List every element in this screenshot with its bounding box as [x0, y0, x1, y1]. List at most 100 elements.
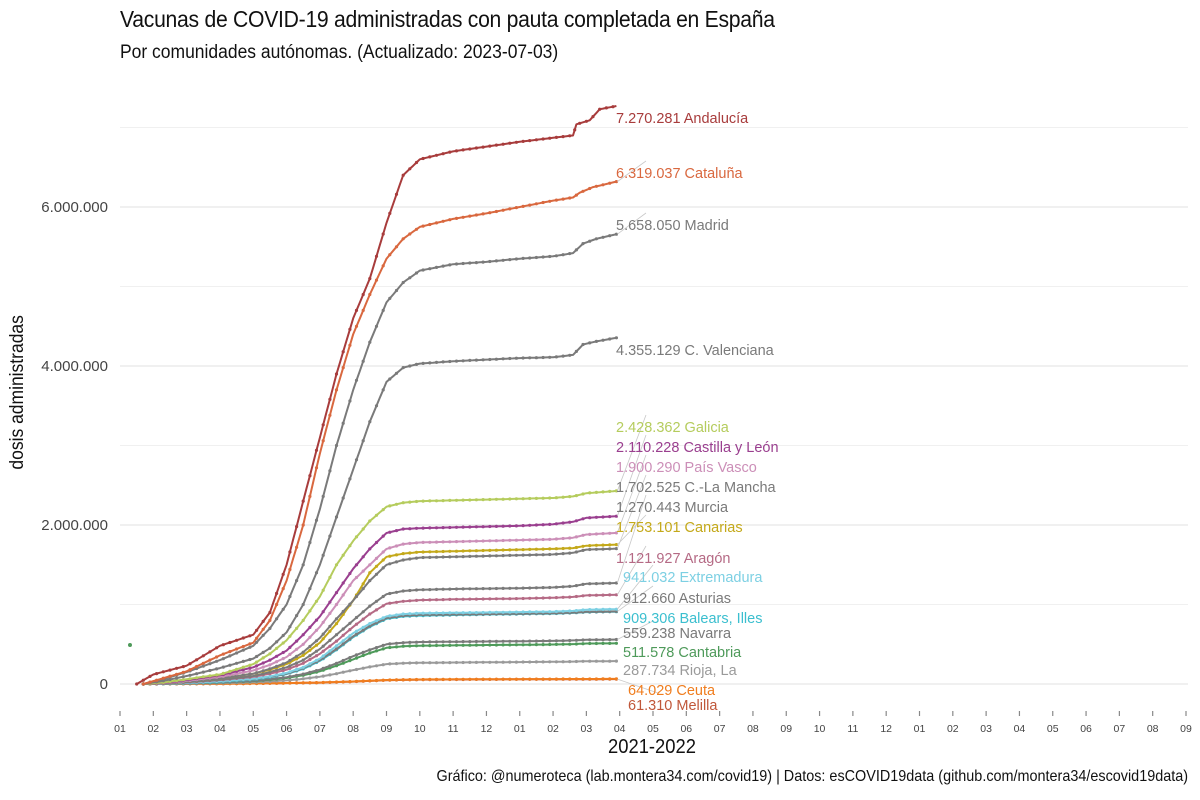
- data-point: [341, 670, 345, 674]
- data-point: [568, 353, 572, 357]
- data-point: [561, 595, 565, 599]
- data-point: [288, 594, 292, 599]
- data-point: [494, 548, 498, 552]
- data-point: [408, 612, 412, 616]
- data-point: [221, 671, 225, 676]
- label-leader-lines: [616, 160, 659, 694]
- data-point: [514, 586, 519, 590]
- data-point: [408, 527, 412, 531]
- data-point: [534, 255, 539, 260]
- data-point: [528, 596, 532, 600]
- data-point: [301, 672, 305, 676]
- x-tick-label: 09: [780, 723, 792, 735]
- data-point: [354, 629, 359, 633]
- data-point: [348, 399, 352, 403]
- leader-line: [616, 414, 647, 492]
- x-tick-label: 12: [880, 723, 892, 735]
- data-point: [334, 661, 339, 665]
- y-tick-label: 0: [100, 676, 108, 693]
- data-point: [568, 252, 572, 256]
- data-point: [388, 662, 392, 666]
- data-point: [248, 634, 252, 638]
- data-point: [181, 675, 185, 679]
- chart-subtitle: Por comunidades autónomas. (Actualizado:…: [120, 42, 559, 63]
- data-point: [195, 658, 199, 662]
- data-point: [528, 523, 532, 527]
- leader-line: [617, 620, 654, 640]
- data-point: [454, 677, 459, 681]
- data-point: [581, 638, 585, 642]
- data-point: [288, 664, 292, 668]
- data-point: [528, 677, 532, 681]
- data-point: [215, 673, 219, 677]
- data-point: [288, 625, 292, 629]
- data-point: [488, 610, 492, 615]
- data-point: [541, 137, 545, 141]
- data-point: [614, 593, 619, 597]
- data-point: [541, 200, 545, 205]
- data-point: [454, 640, 459, 644]
- data-point: [281, 657, 285, 661]
- data-point: [441, 555, 445, 559]
- data-point: [588, 610, 592, 614]
- data-point: [568, 660, 572, 664]
- data-point: [354, 653, 359, 657]
- data-point: [581, 548, 585, 553]
- data-point: [348, 571, 352, 576]
- data-point: [441, 611, 445, 615]
- data-point: [454, 549, 459, 553]
- x-tick-label: 05: [247, 723, 259, 735]
- data-point: [581, 582, 585, 587]
- data-point: [388, 504, 392, 508]
- data-point: [461, 640, 465, 644]
- data-point: [221, 665, 225, 669]
- data-point: [401, 644, 405, 648]
- data-point: [468, 554, 472, 559]
- data-point: [554, 596, 559, 600]
- data-point: [594, 543, 599, 547]
- data-point: [408, 557, 412, 561]
- x-tick-label: 05: [1047, 723, 1059, 735]
- data-point: [501, 660, 505, 664]
- data-point: [394, 613, 399, 617]
- data-point: [401, 366, 405, 370]
- data-point: [521, 548, 525, 552]
- data-point: [388, 614, 392, 618]
- data-point: [255, 654, 259, 659]
- data-point: [348, 637, 352, 641]
- data-point: [508, 258, 512, 262]
- data-point: [388, 554, 392, 558]
- data-point: [601, 547, 605, 551]
- data-point: [488, 539, 492, 543]
- data-point: [381, 616, 385, 620]
- data-point: [494, 209, 498, 214]
- data-point: [368, 579, 372, 583]
- data-point: [334, 644, 339, 648]
- data-point: [201, 654, 205, 658]
- data-point: [394, 245, 399, 249]
- x-tick-label: 08: [347, 723, 359, 735]
- data-point: [584, 119, 589, 123]
- data-point: [461, 359, 465, 363]
- data-point: [574, 677, 579, 681]
- data-point: [441, 643, 445, 648]
- data-point: [321, 439, 325, 443]
- data-point: [488, 597, 492, 601]
- data-point: [561, 677, 565, 681]
- data-point: [348, 583, 352, 588]
- data-point: [481, 358, 485, 362]
- data-point: [241, 673, 245, 677]
- data-point: [414, 499, 419, 504]
- data-point: [608, 489, 612, 493]
- data-point: [561, 135, 565, 139]
- data-point: [554, 660, 559, 664]
- data-point: [481, 539, 485, 543]
- data-point: [314, 618, 319, 622]
- data-point: [541, 610, 545, 614]
- data-point: [301, 563, 305, 567]
- data-point: [548, 585, 552, 590]
- data-point: [561, 536, 565, 541]
- data-point: [448, 525, 452, 530]
- data-point: [308, 670, 312, 674]
